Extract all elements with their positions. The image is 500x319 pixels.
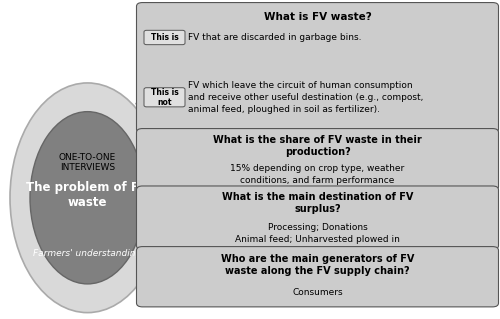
FancyBboxPatch shape (144, 30, 185, 45)
Ellipse shape (30, 112, 145, 284)
Text: Processing; Donations
Animal feed; Unharvested plowed in: Processing; Donations Animal feed; Unhar… (235, 223, 400, 244)
Text: What is the main destination of FV
surplus?: What is the main destination of FV surpl… (222, 192, 413, 214)
Text: 15% depending on crop type, weather
conditions, and farm performance: 15% depending on crop type, weather cond… (230, 164, 404, 185)
FancyBboxPatch shape (136, 3, 498, 133)
FancyBboxPatch shape (144, 88, 185, 107)
FancyBboxPatch shape (136, 247, 498, 307)
FancyBboxPatch shape (136, 186, 498, 249)
Text: Farmers' understanding: Farmers' understanding (34, 249, 142, 258)
FancyBboxPatch shape (136, 129, 498, 190)
Text: The problem of FV
waste: The problem of FV waste (26, 181, 148, 209)
Text: FV which leave the circuit of human consumption
and receive other useful destina: FV which leave the circuit of human cons… (188, 81, 423, 114)
Text: This is: This is (150, 33, 178, 42)
Text: What is FV waste?: What is FV waste? (264, 12, 372, 22)
Text: What is the share of FV waste in their
production?: What is the share of FV waste in their p… (213, 135, 422, 157)
Text: FV that are discarded in garbage bins.: FV that are discarded in garbage bins. (188, 33, 361, 42)
Text: This is
not: This is not (150, 88, 178, 107)
Ellipse shape (10, 83, 165, 313)
Text: ONE-TO-ONE
INTERVIEWS: ONE-TO-ONE INTERVIEWS (59, 153, 116, 172)
Text: Who are the main generators of FV
waste along the FV supply chain?: Who are the main generators of FV waste … (221, 254, 414, 276)
Text: Consumers: Consumers (292, 288, 343, 297)
